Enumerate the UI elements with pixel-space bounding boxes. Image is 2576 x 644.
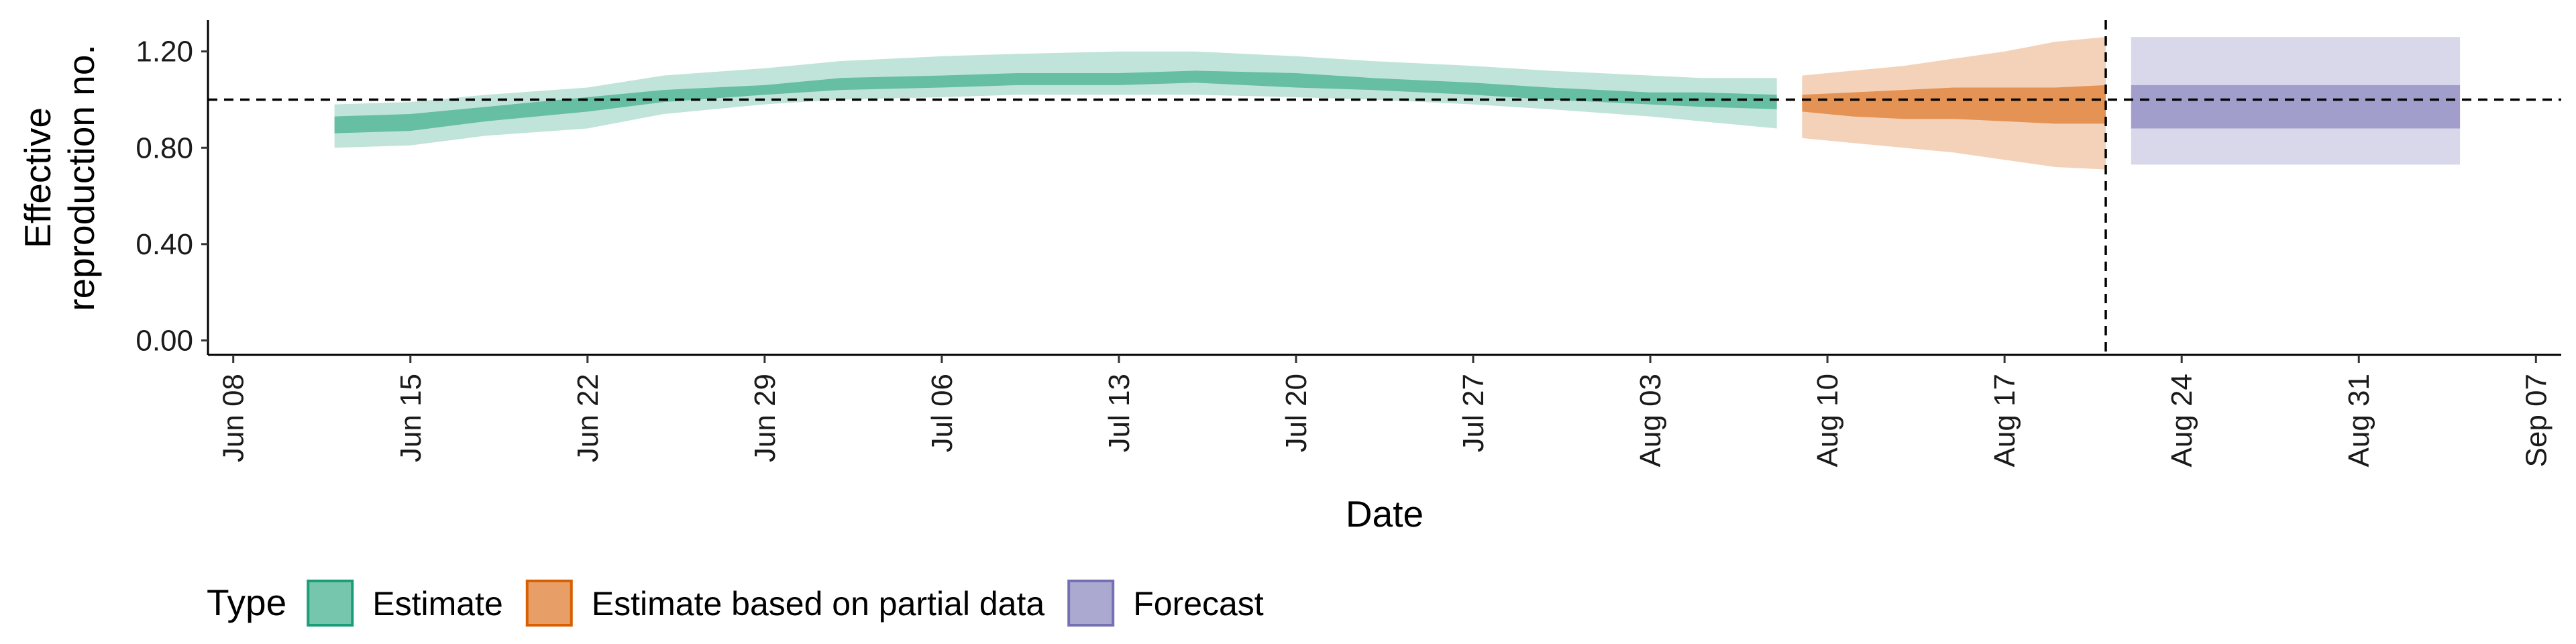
x-tick-label: Jul 27 [1457,374,1490,452]
x-tick-label: Jul 06 [926,374,959,452]
x-tick-label: Jun 08 [217,374,250,462]
x-tick-label: Sep 07 [2520,374,2553,467]
y-tick-label: 0.00 [136,324,193,357]
x-tick-label: Aug 10 [1811,374,1844,467]
reference-lines [208,20,2561,355]
legend: Type Estimate Estimate based on partial d… [207,580,1264,627]
legend-label-forecast: Forecast [1133,585,1264,623]
x-tick-label: Jun 15 [394,374,427,462]
y-axis-title-line-2: reproduction no. [60,44,102,311]
legend-label-estimate-based-on-partial-data: Estimate based on partial data [592,585,1045,623]
band-50-forecast [2131,85,2461,129]
y-axis-title-line-1: Effective [17,107,58,248]
legend-key-forecast [1067,580,1115,627]
band-50-estimate-based-on-partial-data [1802,85,2106,124]
y-tick-label: 0.40 [136,228,193,261]
x-tick-label: Aug 31 [2343,374,2375,467]
axes [207,20,2561,356]
legend-label-estimate: Estimate [372,585,503,623]
x-tick-label: Aug 17 [1988,374,2021,467]
band-50-estimate [334,70,1777,133]
x-tick-label: Jul 20 [1280,374,1313,452]
band-90-estimate [334,51,1777,148]
x-tick-label: Aug 24 [2165,374,2198,467]
x-tick-label: Jun 29 [749,374,782,462]
y-ticks: 0.00 0.40 0.80 1.20 [136,36,208,357]
x-tick-label: Aug 03 [1634,374,1667,467]
bands-layer [334,37,2461,170]
legend-title: Type [207,582,286,623]
y-tick-label: 1.20 [136,36,193,68]
y-tick-label: 0.80 [136,131,193,164]
x-tick-label: Jul 13 [1103,374,1136,452]
x-axis-title: Date [1346,493,1424,535]
legend-key-estimate [307,580,354,627]
x-ticks: Jun 08 Jun 15 Jun 22 Jun 29 Jul 06 Jul 13 Jul … [217,355,2553,467]
x-tick-label: Jun 22 [572,374,604,462]
legend-key-estimate-based-on-partial-data [525,580,573,627]
